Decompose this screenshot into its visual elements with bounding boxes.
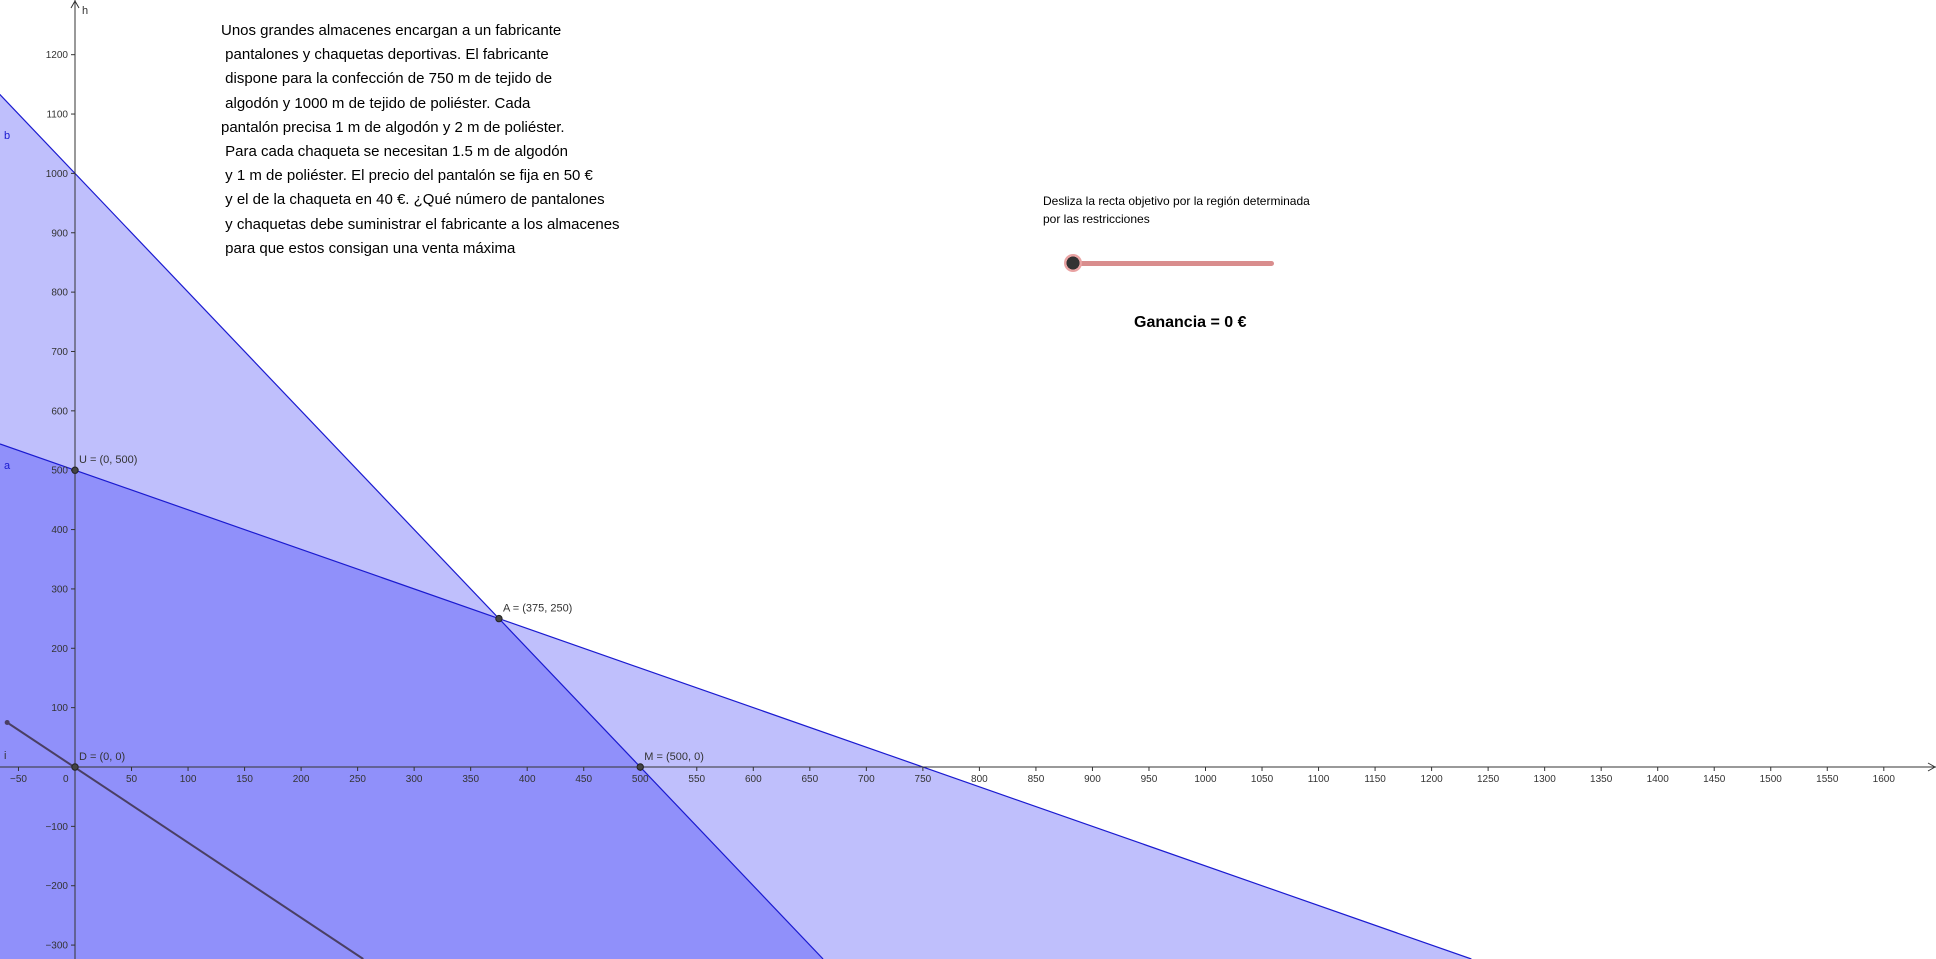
problem-line-6: Para cada chaqueta se necesitan 1.5 m de… (221, 143, 568, 161)
x-tick-label: 550 (688, 774, 705, 785)
x-tick-label: 600 (745, 774, 762, 785)
slider-track[interactable] (1074, 261, 1274, 266)
y-axis-label: h (82, 5, 88, 17)
x-tick-label: 500 (632, 774, 649, 785)
problem-line-3: dispone para la confección de 750 m de t… (221, 70, 553, 88)
problem-line-10: para que estos consigan una venta máxima (221, 239, 516, 257)
problem-line-1: Unos grandes almacenes encargan a un fab… (221, 22, 562, 39)
x-tick-label: 1450 (1703, 774, 1726, 785)
y-tick-label: 1000 (46, 169, 69, 180)
x-tick-label: 350 (462, 774, 479, 785)
x-tick-label: 1000 (1194, 774, 1217, 785)
instruction-line-1: Desliza la recta objetivo por la región … (1043, 194, 1310, 208)
y-tick-label: −100 (45, 822, 68, 833)
x-tick-label: 700 (858, 774, 875, 785)
point-label-M: M = (500, 0) (644, 751, 704, 763)
x-tick-label: 200 (293, 774, 310, 785)
origin-label: 0 (63, 774, 69, 785)
line-label-a: a (4, 460, 11, 472)
x-tick-label: 1050 (1251, 774, 1274, 785)
constraint-line-a[interactable] (0, 443, 1472, 959)
y-tick-label: −300 (45, 941, 68, 952)
problem-line-7: y 1 m de poliéster. El precio del pantal… (221, 167, 593, 185)
y-tick-label: 100 (51, 703, 68, 714)
problem-line-2: pantalones y chaquetas deportivas. El fa… (221, 46, 549, 64)
point-label-U: U = (0, 500) (79, 454, 137, 466)
x-tick-label: 50 (126, 774, 138, 785)
x-tick-label: 950 (1141, 774, 1158, 785)
x-tick-label: 1300 (1534, 774, 1557, 785)
point-U[interactable] (71, 466, 79, 474)
instruction-line-2: por las restricciones (1043, 212, 1150, 226)
y-tick-label: 900 (51, 228, 68, 239)
feasible-overlap-region (0, 443, 824, 959)
x-tick-label: 400 (519, 774, 536, 785)
line-label-b: b (4, 130, 10, 142)
x-tick-label: 1100 (1308, 774, 1330, 785)
x-tick-label: −50 (10, 774, 27, 785)
y-tick-label: 1200 (46, 50, 69, 61)
y-tick-label: −200 (45, 881, 68, 892)
objective-line-i[interactable] (6, 721, 364, 959)
x-tick-label: 1600 (1873, 774, 1896, 785)
y-tick-label: 500 (51, 466, 68, 477)
point-D[interactable] (71, 763, 79, 771)
x-tick-label: 1150 (1364, 774, 1386, 785)
x-tick-label: 900 (1084, 774, 1101, 785)
x-tick-label: 850 (1028, 774, 1045, 785)
x-tick-label: 250 (349, 774, 366, 785)
x-tick-label: 150 (236, 774, 253, 785)
point-M[interactable] (636, 763, 644, 771)
point-label-D: D = (0, 0) (79, 751, 125, 763)
constraint-line-b[interactable] (0, 0, 824, 959)
objective-slider[interactable] (1064, 253, 1284, 273)
x-tick-label: 1250 (1477, 774, 1500, 785)
slider-knob[interactable] (1064, 254, 1082, 272)
y-tick-label: 300 (51, 584, 68, 595)
line-label-i: i (4, 750, 6, 762)
profit-label: Ganancia = 0 € (1134, 314, 1247, 331)
x-tick-label: 1350 (1590, 774, 1613, 785)
y-tick-label: 1100 (46, 110, 68, 121)
x-tick-label: 1400 (1647, 774, 1670, 785)
point-A[interactable] (495, 614, 503, 623)
y-tick-label: 200 (51, 644, 68, 655)
problem-line-9: y chaquetas debe suministrar el fabrican… (221, 215, 620, 233)
y-tick-label: 400 (51, 525, 68, 536)
x-tick-label: 650 (801, 774, 818, 785)
x-tick-label: 1550 (1816, 774, 1839, 785)
y-tick-label: 600 (51, 406, 68, 417)
point-label-A: A = (375, 250) (503, 603, 572, 615)
x-tick-label: 800 (971, 774, 988, 785)
objective-line-endpoint (4, 719, 10, 725)
problem-line-5: pantalón precisa 1 m de algodón y 2 m de… (221, 118, 565, 136)
x-axis-arrow (1927, 762, 1936, 772)
y-tick-label: 800 (51, 288, 68, 299)
y-axis-arrow (70, 0, 80, 9)
problem-statement: Unos grandes almacenes encargan a un fab… (221, 19, 781, 261)
x-tick-label: 1500 (1760, 774, 1783, 785)
x-tick-label: 300 (406, 774, 423, 785)
x-tick-label: 100 (180, 774, 197, 785)
problem-line-8: y el de la chaqueta en 40 €. ¿Qué número… (221, 191, 605, 209)
y-tick-label: 700 (51, 347, 68, 358)
problem-line-4: algodón y 1000 m de tejido de poliéster.… (221, 94, 531, 112)
slider-instruction: Desliza la recta objetivo por la región … (1043, 192, 1310, 228)
x-tick-label: 1200 (1420, 774, 1443, 785)
x-tick-label: 750 (915, 774, 932, 785)
x-tick-label: 450 (575, 774, 592, 785)
